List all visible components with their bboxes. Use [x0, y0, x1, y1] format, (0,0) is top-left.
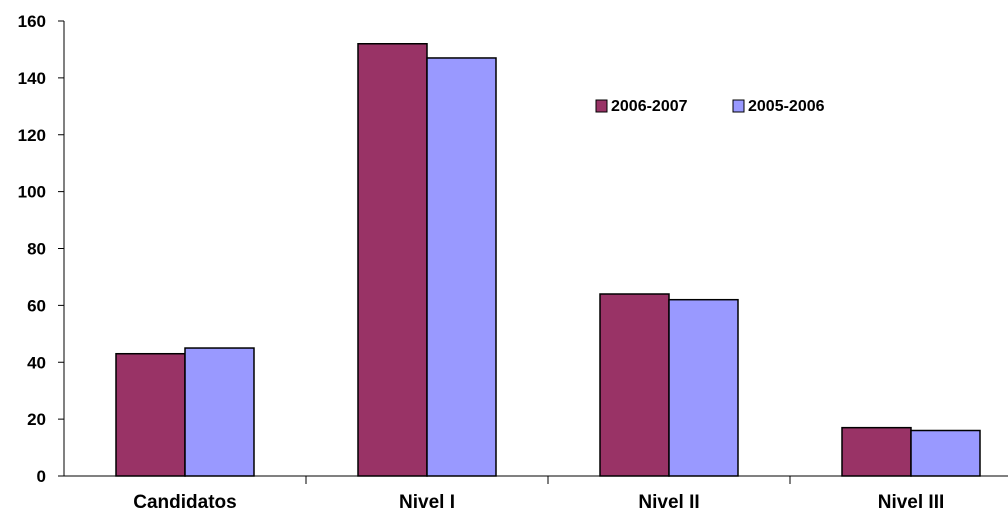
chart-labels: 0 20 40 60 80 100 120 140 160 Candidatos Nivel I Ni…: [18, 12, 945, 513]
y-tick-label: 160: [18, 12, 46, 31]
x-category-label: Nivel II: [638, 492, 699, 513]
y-tick-label: 80: [27, 240, 46, 259]
x-category-label: Nivel III: [878, 492, 945, 513]
y-tick-label: 40: [27, 353, 46, 372]
legend-swatch: [732, 99, 745, 113]
y-tick-label: 20: [27, 410, 46, 429]
bar-2005-2006-nivel-ii: [668, 298, 739, 477]
bar-2005-2006-candidatos: [184, 347, 255, 477]
y-tick-label: 0: [37, 467, 46, 486]
bar-2006-2007-nivel-i: [357, 43, 428, 477]
chart-bars: [115, 43, 981, 477]
y-tick-label: 140: [18, 69, 46, 88]
chart-legend: 2006-2007 2005-2006: [595, 98, 825, 115]
bar-2006-2007-nivel-iii: [841, 426, 912, 477]
bar-2005-2006-nivel-i: [426, 57, 497, 477]
bar-2006-2007-candidatos: [115, 352, 186, 477]
x-category-label: Candidatos: [133, 492, 236, 513]
y-tick-label: 60: [27, 296, 46, 315]
x-category-label: Nivel I: [399, 492, 455, 513]
bar-2005-2006-nivel-iii: [910, 429, 981, 477]
legend-label: 2006-2007: [611, 98, 688, 115]
bar-2006-2007-nivel-ii: [599, 293, 670, 477]
y-tick-label: 120: [18, 126, 46, 145]
legend-swatch: [595, 99, 608, 113]
y-tick-label: 100: [18, 183, 46, 202]
legend-label: 2005-2006: [748, 98, 825, 115]
